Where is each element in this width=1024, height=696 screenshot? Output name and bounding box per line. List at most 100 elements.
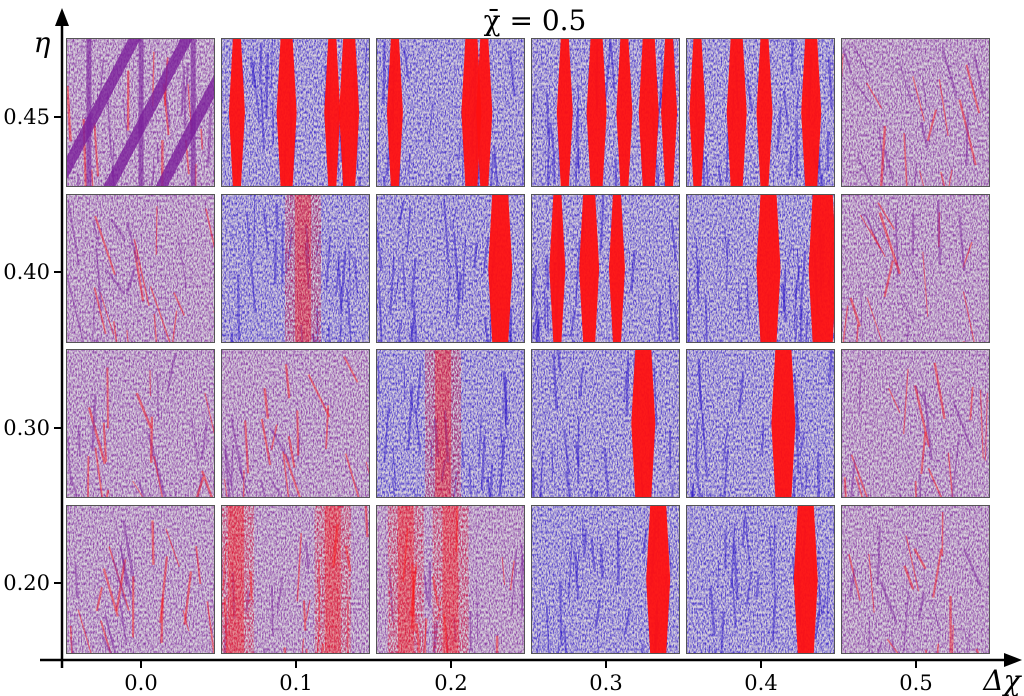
panel-eta-0.4-dchi-0.2 <box>376 194 525 343</box>
texture-streak <box>898 62 913 103</box>
texture-streak <box>397 322 401 343</box>
y-axis-label: η <box>34 26 51 59</box>
band <box>488 194 513 343</box>
x-tick-label: 0.3 <box>589 671 622 695</box>
texture-streak <box>545 605 550 654</box>
texture-streak <box>604 38 612 101</box>
y-tick-label: 0.45 <box>3 105 50 129</box>
panel-eta-0.45-dchi-0.1 <box>221 38 370 187</box>
texture-streak <box>337 259 342 310</box>
texture-streak <box>276 577 283 613</box>
panel-border <box>531 38 680 187</box>
texture-streak <box>883 260 894 298</box>
texture-streak <box>520 543 525 592</box>
texture-streak <box>878 212 901 275</box>
texture-streak <box>868 210 889 245</box>
texture-streak <box>793 373 801 437</box>
texture-streak <box>926 109 938 142</box>
band <box>155 72 215 187</box>
texture-streak <box>364 505 369 538</box>
texture-streak <box>273 239 278 284</box>
texture-streak <box>204 392 215 440</box>
texture-streak <box>252 194 256 261</box>
texture-streak <box>714 648 716 654</box>
texture-streak <box>180 66 186 116</box>
x-tick-label: 0.5 <box>899 671 932 695</box>
texture-streak <box>890 630 895 654</box>
texture-streak <box>376 230 383 272</box>
texture-streak <box>407 386 414 451</box>
texture-streak <box>302 600 307 631</box>
panel-border <box>221 505 370 654</box>
texture-streak <box>335 254 341 297</box>
y-tick-label: 0.30 <box>3 416 50 440</box>
x-axis-arrow <box>1004 653 1022 667</box>
texture-streak <box>905 535 920 592</box>
texture-streak <box>77 425 81 457</box>
panel-border <box>531 194 680 343</box>
texture-streak <box>864 213 883 254</box>
texture-streak <box>346 288 352 343</box>
texture-streak <box>979 389 984 459</box>
texture-streak <box>509 560 515 591</box>
band <box>276 38 297 187</box>
band <box>461 38 482 187</box>
texture-streak <box>155 206 158 255</box>
panel-texture <box>841 38 990 187</box>
texture-streak <box>731 577 737 628</box>
band <box>66 38 141 182</box>
texture-streak <box>270 39 273 90</box>
texture-streak <box>153 456 164 498</box>
texture-streak <box>87 407 107 465</box>
texture-streak <box>913 163 918 187</box>
texture-streak <box>582 529 588 558</box>
texture-streak <box>614 157 618 187</box>
texture-streak <box>262 648 266 654</box>
texture-streak <box>270 585 274 636</box>
texture-streak <box>223 479 228 498</box>
band <box>808 194 835 343</box>
texture-streak <box>877 202 895 231</box>
band <box>339 38 360 187</box>
texture-streak <box>403 47 410 79</box>
texture-streak <box>746 78 753 112</box>
panel-border <box>686 505 835 654</box>
panel-eta-0.3-dchi-0.1 <box>221 349 370 498</box>
texture-streak <box>800 466 803 498</box>
texture-streak <box>347 236 351 296</box>
texture-streak <box>578 366 585 400</box>
texture-streak <box>469 611 472 651</box>
texture-streak <box>603 447 610 498</box>
texture-streak <box>594 490 598 498</box>
panel-eta-0.45-dchi-0.2 <box>376 38 525 187</box>
texture-streak <box>642 528 648 554</box>
texture-streak <box>575 84 580 147</box>
texture-streak <box>886 638 900 654</box>
texture-streak <box>146 432 167 498</box>
band <box>631 349 656 498</box>
texture-streak <box>923 391 934 461</box>
texture-streak <box>804 315 809 343</box>
texture-streak <box>695 419 699 473</box>
texture-streak <box>912 76 925 122</box>
texture-streak <box>952 400 973 449</box>
texture-streak <box>382 41 386 105</box>
y-axis-arrow <box>55 8 69 26</box>
texture-streak <box>720 611 725 654</box>
texture-streak <box>112 321 118 343</box>
chart-title: χ̄ = 0.5 <box>484 4 587 37</box>
texture-streak <box>412 301 418 343</box>
texture-streak <box>849 459 856 498</box>
texture-streak <box>630 249 636 292</box>
panel-eta-0.4-dchi-0.3 <box>531 194 680 343</box>
texture-streak <box>344 453 360 498</box>
texture-streak <box>599 194 605 251</box>
texture-streak <box>549 122 556 164</box>
texture-streak <box>575 441 580 468</box>
texture-streak <box>393 275 400 305</box>
texture-streak <box>963 549 983 588</box>
texture-streak <box>422 618 428 654</box>
panel-border <box>376 349 525 498</box>
texture-streak <box>590 538 596 572</box>
